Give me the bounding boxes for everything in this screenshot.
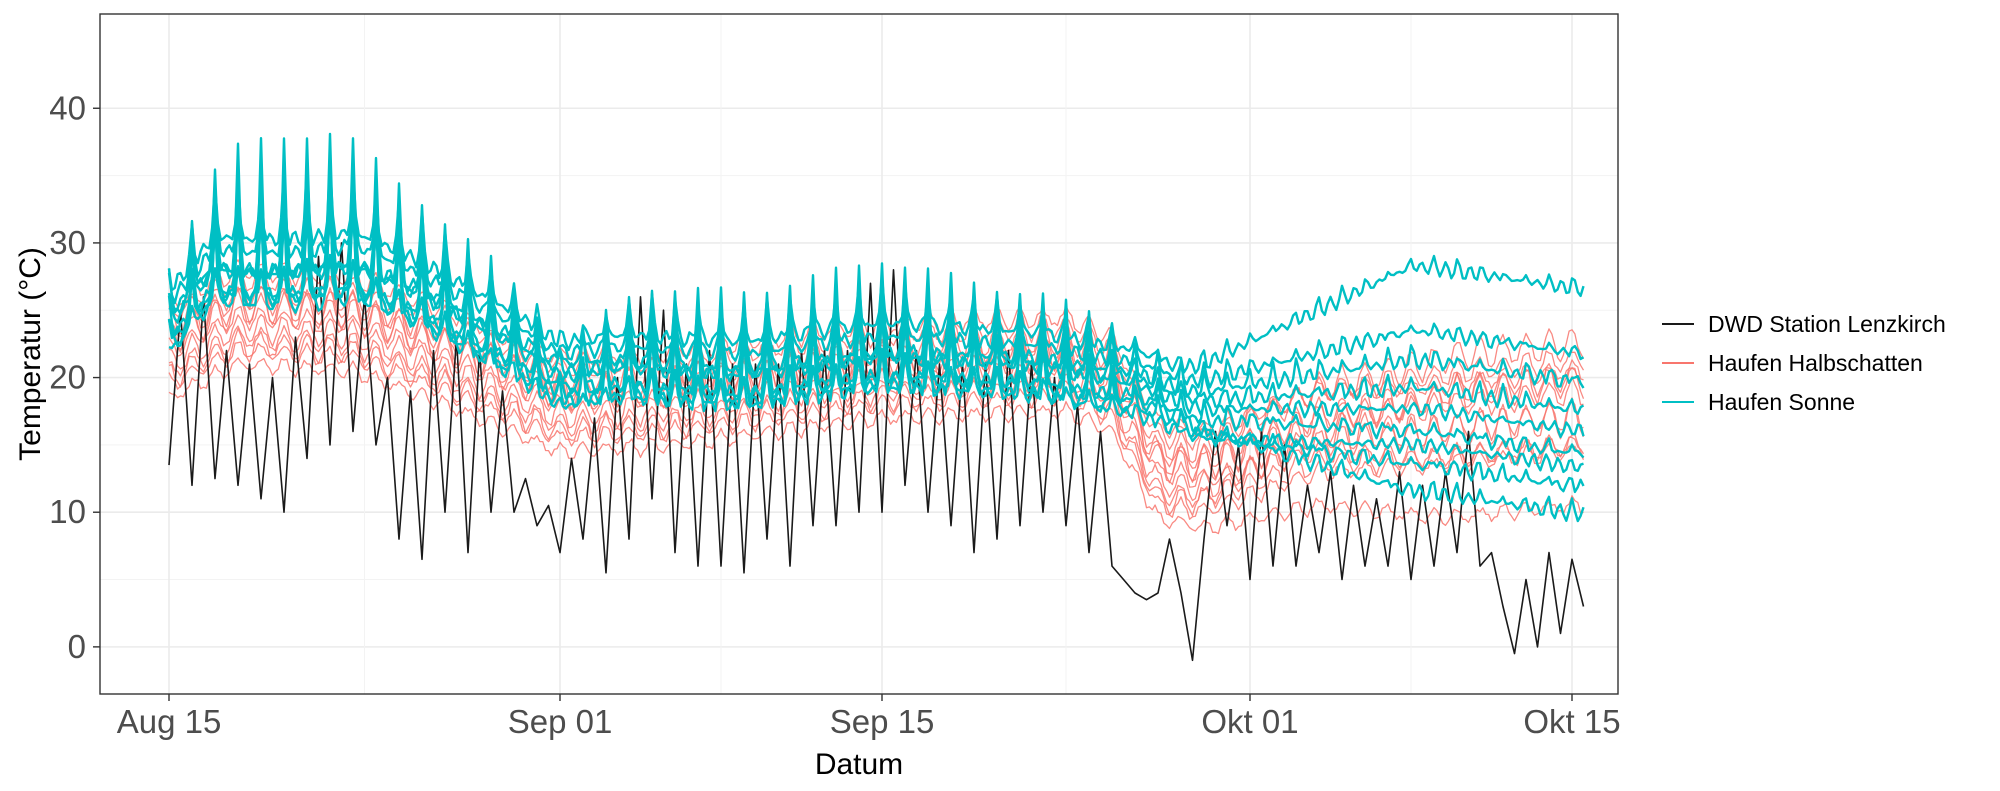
y-tick-label: 0 [68,628,86,665]
legend-label-halbschatten: Haufen Halbschatten [1708,350,1923,376]
y-tick-label: 30 [49,224,86,261]
legend-label-station: DWD Station Lenzkirch [1708,311,1946,337]
x-axis: Aug 15 Sep 01 Sep 15 Okt 01 Okt 15 [117,694,1621,740]
plot-border [99,13,1619,695]
y-tick-label: 20 [49,359,86,396]
x-tick-label: Okt 01 [1201,703,1298,740]
series-layer [167,132,1585,662]
x-tick-label: Sep 15 [830,703,935,740]
x-tick-label: Sep 01 [508,703,613,740]
y-tick-label: 10 [49,493,86,530]
y-axis-title: Temperatur (°C) [14,247,47,461]
legend-label-sonne: Haufen Sonne [1708,389,1855,415]
series-line-sonne [168,253,1584,474]
legend: DWD Station Lenzkirch Haufen Halbschatten… [1662,311,1946,415]
x-tick-label: Okt 15 [1523,703,1620,740]
x-axis-title: Datum [815,748,903,781]
y-axis: 0 10 20 30 40 [49,89,100,665]
series-line-sonne [167,161,1585,375]
x-tick-label: Aug 15 [117,703,222,740]
y-tick-label: 40 [49,89,86,126]
series-line-halbschatten [168,357,1584,535]
series-line-station [168,242,1585,662]
series-line-sonne [167,132,1585,398]
